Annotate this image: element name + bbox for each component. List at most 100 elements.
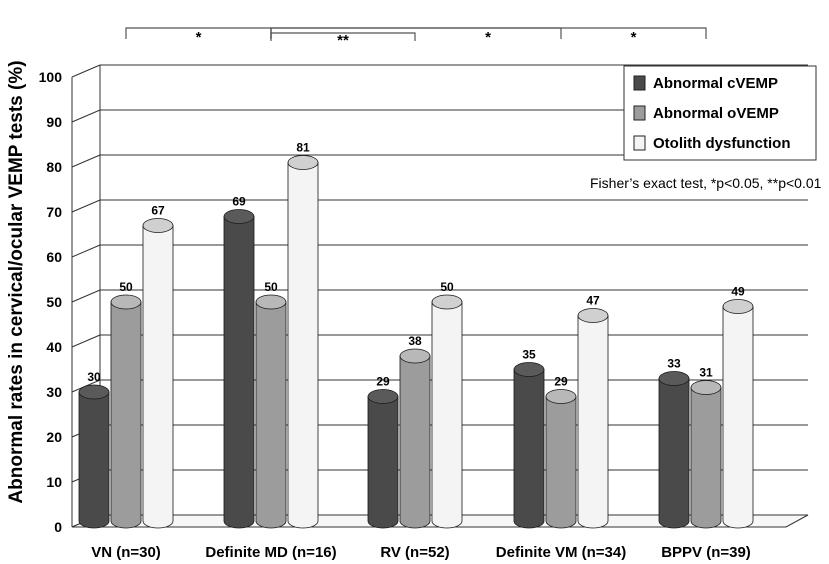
bar-top: [545, 389, 577, 404]
gridline-diagonal: [71, 109, 101, 123]
bar-body: [223, 216, 255, 529]
bar-body: [690, 387, 722, 529]
legend-label: Abnormal cVEMP: [653, 75, 778, 92]
data-label: 33: [667, 357, 681, 371]
bar-body: [431, 301, 463, 529]
bar-body: [367, 396, 399, 529]
y-axis-label: Abnormal rates in cervical/ocular VEMP t…: [6, 60, 27, 503]
bar-body: [722, 306, 754, 529]
bar: [255, 294, 287, 529]
data-labels: 30 50 67 69 50 81 29 38 50 35 29 47 33 31 49: [87, 141, 745, 389]
y-tick-label: 40: [46, 339, 62, 355]
bar: [223, 209, 255, 529]
bar: [110, 294, 142, 529]
annotation-text: Fisher’s exact test, *p<0.05, **p<0.01: [590, 175, 822, 191]
bar-top: [367, 389, 399, 404]
data-label: 50: [119, 280, 133, 294]
legend-swatch: [633, 105, 646, 121]
significance-label: *: [485, 29, 491, 46]
y-tick-label: 10: [46, 474, 62, 490]
x-tick-label: Definite MD (n=16): [205, 544, 336, 561]
y-tick-label: 70: [46, 204, 62, 220]
data-label: 47: [586, 294, 600, 308]
legend-label: Otolith dysfunction: [653, 135, 790, 152]
y-tick-label: 60: [46, 249, 62, 265]
x-tick-label: Definite VM (n=34): [496, 544, 626, 561]
bar: [142, 218, 174, 529]
bar-top: [577, 308, 609, 323]
bar-top: [690, 380, 722, 395]
bar-top: [287, 155, 319, 170]
data-label: 50: [264, 280, 278, 294]
significance-label: **: [337, 32, 349, 49]
x-tick-label: BPPV (n=39): [661, 544, 751, 561]
significance-bracket: *: [125, 27, 272, 46]
bar-top: [78, 384, 110, 400]
significance-bracket: *: [270, 27, 707, 46]
bar-body: [513, 369, 545, 529]
gridline-diagonal: [71, 244, 101, 258]
data-label: 30: [87, 370, 101, 384]
bar-top: [658, 371, 690, 386]
significance-label: *: [196, 29, 202, 46]
gridline-diagonal: [71, 154, 101, 168]
bar-body: [658, 378, 690, 529]
data-label: 38: [408, 334, 422, 348]
bar: [690, 380, 722, 529]
data-label: 49: [731, 285, 745, 299]
y-tick-label: 50: [46, 294, 62, 310]
bar: [367, 389, 399, 529]
gridline-diagonal: [71, 289, 101, 303]
significance-bracket: *: [270, 27, 562, 46]
x-tick-label: VN (n=30): [91, 544, 161, 561]
bar-body: [577, 315, 609, 529]
bar-top: [255, 294, 287, 310]
bar-body: [287, 162, 319, 529]
bar-top: [513, 362, 545, 377]
data-label: 31: [699, 366, 713, 380]
bar-series: [78, 155, 754, 529]
gridline-diagonal: [71, 199, 101, 213]
bar-top: [142, 218, 174, 233]
bar: [577, 308, 609, 529]
bar-body: [142, 225, 174, 529]
legend-item: Abnormal oVEMP: [633, 105, 779, 122]
significance-bracket: **: [270, 32, 416, 49]
significance-brackets: * ** * *: [125, 27, 707, 49]
data-label: 29: [376, 375, 390, 389]
gridline-diagonal: [71, 334, 101, 348]
bar: [287, 155, 319, 529]
data-label: 69: [232, 195, 246, 209]
gridline-diagonal: [71, 64, 101, 78]
bar-body: [110, 301, 142, 529]
x-axis-ticks: VN (n=30) Definite MD (n=16) RV (n=52) Defi…: [91, 544, 751, 561]
legend-box: [623, 65, 817, 161]
data-label: 67: [151, 204, 165, 218]
data-label: 29: [554, 375, 568, 389]
bar: [658, 371, 690, 529]
bar-body: [545, 396, 577, 529]
x-tick-label: RV (n=52): [380, 544, 449, 561]
bar-top: [223, 209, 255, 224]
y-tick-label: 80: [46, 159, 62, 175]
legend-swatch: [633, 135, 646, 151]
data-label: 81: [296, 141, 310, 155]
legend-item: Abnormal cVEMP: [633, 75, 778, 92]
legend-swatch: [633, 75, 646, 91]
bar-top: [722, 299, 754, 314]
bar: [545, 389, 577, 529]
bar-body: [399, 355, 431, 529]
legend: Abnormal cVEMP Abnormal oVEMP Otolith dysf…: [623, 65, 817, 161]
bar-body: [255, 301, 287, 529]
bar-top: [110, 294, 142, 310]
bar-top: [431, 294, 463, 310]
y-tick-label: 90: [46, 114, 62, 130]
bar: [399, 348, 431, 529]
y-axis-ticks: 0 10 20 30 40 50 60 70 80 90 100: [39, 69, 63, 535]
y-tick-label: 100: [39, 69, 63, 85]
y-tick-label: 30: [46, 384, 62, 400]
bar: [513, 362, 545, 529]
significance-label: *: [631, 29, 637, 46]
bar-body: [78, 391, 110, 529]
